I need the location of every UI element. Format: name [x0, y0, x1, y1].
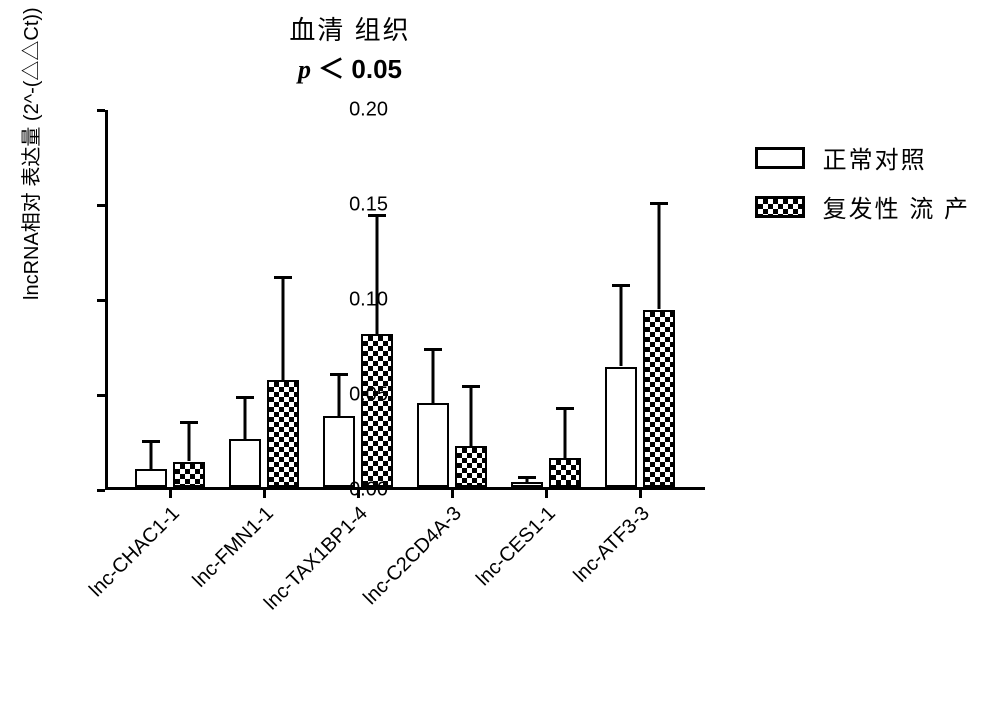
- y-tick: [97, 394, 105, 397]
- title-p-symbol: p: [298, 55, 311, 84]
- error-bar: [282, 277, 285, 380]
- title-line2: p ＜ 0.05: [0, 49, 700, 86]
- y-tick: [97, 109, 105, 112]
- bar: [361, 334, 393, 487]
- y-axis-line: [105, 110, 108, 490]
- x-tick: [169, 490, 172, 498]
- y-tick-label: 0.10: [349, 289, 388, 312]
- x-tick: [639, 490, 642, 498]
- chart-title: 血清 组织 p ＜ 0.05: [0, 10, 700, 86]
- error-bar: [470, 386, 473, 447]
- error-cap: [274, 276, 292, 279]
- y-tick-label: 0.05: [349, 384, 388, 407]
- error-cap: [236, 396, 254, 399]
- x-tick: [451, 490, 454, 498]
- error-bar: [188, 422, 191, 462]
- y-tick: [97, 204, 105, 207]
- legend-swatch-check: [755, 196, 805, 218]
- error-cap: [462, 385, 480, 388]
- title-p-rest: ＜ 0.05: [311, 54, 402, 84]
- error-cap: [556, 407, 574, 410]
- bar: [267, 380, 299, 487]
- error-bar: [376, 215, 379, 335]
- y-axis-title: lncRNA相对 表达量 (2^-(△△Ct)): [15, 7, 44, 300]
- y-tick: [97, 299, 105, 302]
- error-bar: [432, 349, 435, 402]
- legend-item-recurrent: 复发性 流 产: [755, 189, 970, 224]
- legend-swatch-open: [755, 147, 805, 169]
- legend: 正常对照 复发性 流 产: [755, 140, 970, 238]
- error-cap: [330, 373, 348, 376]
- chart-container: 血清 组织 p ＜ 0.05 lncRNA相对 表达量 (2^-(△△Ct)) …: [0, 0, 1000, 717]
- legend-item-normal: 正常对照: [755, 140, 970, 175]
- bar: [511, 482, 543, 487]
- error-bar: [620, 285, 623, 367]
- error-bar: [658, 203, 661, 309]
- x-tick: [545, 490, 548, 498]
- error-cap: [424, 348, 442, 351]
- title-line1: 血清 组织: [0, 10, 700, 47]
- y-tick-label: 0.20: [349, 99, 388, 122]
- error-cap: [180, 421, 198, 424]
- error-cap: [612, 284, 630, 287]
- bar: [643, 310, 675, 488]
- y-tick: [97, 489, 105, 492]
- legend-label-normal: 正常对照: [823, 140, 927, 175]
- error-bar: [150, 441, 153, 470]
- error-bar: [338, 374, 341, 416]
- error-cap: [142, 440, 160, 443]
- error-bar: [564, 408, 567, 457]
- bar: [135, 469, 167, 487]
- x-tick: [263, 490, 266, 498]
- error-cap: [650, 202, 668, 205]
- plot-area: [105, 110, 705, 490]
- y-tick-label: 0.15: [349, 194, 388, 217]
- error-cap: [518, 476, 536, 479]
- legend-label-recurrent: 复发性 流 产: [823, 189, 970, 224]
